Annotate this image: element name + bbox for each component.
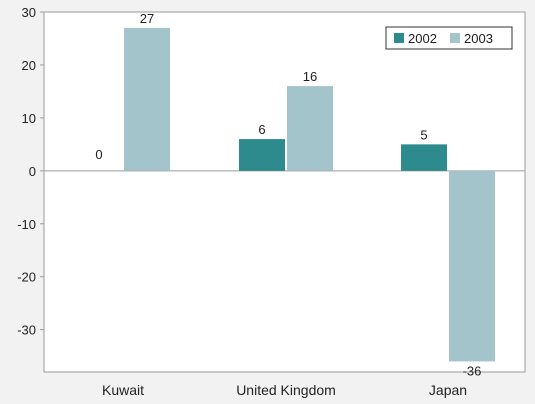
- data-label-2003-2: -36: [463, 363, 482, 378]
- legend-label-2003: 2003: [464, 31, 493, 46]
- category-label: Japan: [429, 382, 467, 398]
- legend: 2002 2003: [385, 26, 513, 50]
- legend-swatch-2002: [394, 33, 404, 43]
- category-label: United Kingdom: [236, 382, 336, 398]
- y-tick-label: 0: [29, 164, 36, 179]
- data-label-2002-0: 0: [95, 147, 102, 162]
- legend-swatch-2003: [450, 33, 460, 43]
- data-label-2003-1: 16: [303, 69, 317, 84]
- legend-label-2002: 2002: [408, 31, 437, 46]
- bar-2003-1: [287, 86, 333, 171]
- bar-2002-2: [401, 144, 447, 171]
- bars: [44, 27, 525, 362]
- y-tick-label: -20: [17, 270, 36, 285]
- y-tick-label: -30: [17, 323, 36, 338]
- x-axis-categories: Kuwait United Kingdom Japan: [102, 382, 467, 398]
- y-tick-label: 20: [22, 58, 36, 73]
- y-tick-label: 10: [22, 111, 36, 126]
- y-axis: 30 20 10 0 -10 -20 -30: [17, 5, 44, 338]
- data-label-2002-2: 5: [420, 127, 427, 142]
- bar-2002-1: [239, 139, 285, 171]
- bar-2003-2: [449, 170, 495, 362]
- y-tick-label: 30: [22, 5, 36, 20]
- bar-2003-0: [124, 27, 170, 171]
- y-tick-label: -10: [17, 217, 36, 232]
- category-label: Kuwait: [102, 382, 144, 398]
- data-label-2002-1: 6: [258, 122, 265, 137]
- data-labels: 0 27 6 16 5 -36: [95, 11, 481, 379]
- legend-box: [385, 26, 513, 50]
- data-label-2003-0: 27: [140, 11, 154, 26]
